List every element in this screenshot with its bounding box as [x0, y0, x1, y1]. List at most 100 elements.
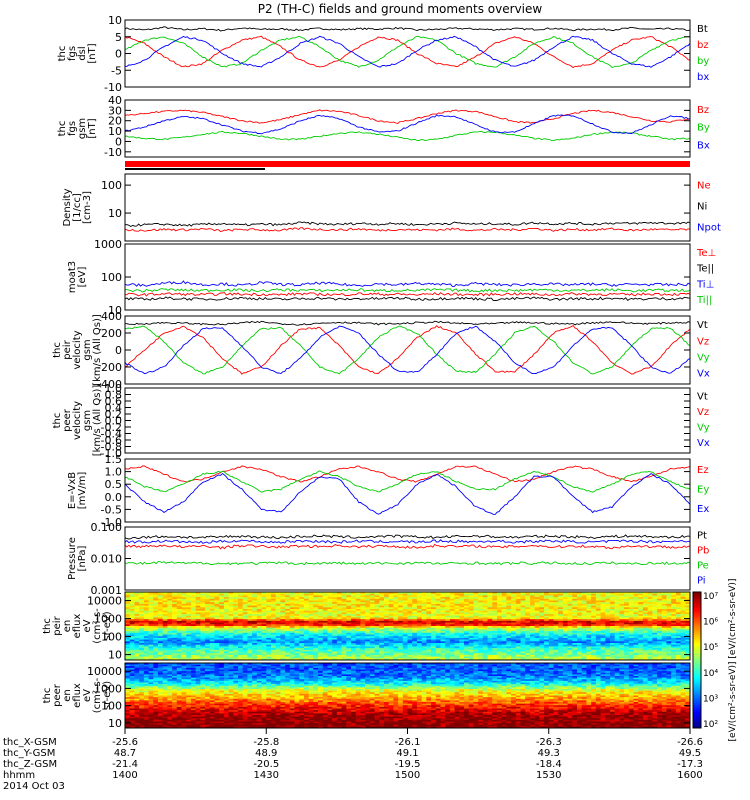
- spectrogram-cell: [205, 612, 211, 615]
- spectrogram-cell: [572, 603, 578, 606]
- spectrogram-cell: [459, 646, 465, 649]
- spectrogram-cell: [445, 592, 451, 595]
- spectrogram-cell: [562, 636, 568, 639]
- spectrogram-cell: [435, 602, 441, 605]
- spectrogram-cell: [454, 624, 460, 627]
- spectrogram-cell: [256, 612, 262, 615]
- spectrogram-cell: [501, 634, 507, 637]
- spectrogram-cell: [567, 593, 573, 596]
- spectrogram-cell: [492, 632, 498, 635]
- spectrogram-cell: [624, 653, 630, 656]
- spectrogram-cell: [591, 615, 597, 618]
- spectrogram-cell: [506, 643, 512, 646]
- spectrogram-cell: [379, 620, 385, 623]
- spectrogram-cell: [205, 631, 211, 634]
- spectrogram-cell: [313, 646, 319, 649]
- spectrogram-cell: [454, 615, 460, 618]
- spectrogram-cell: [449, 624, 455, 627]
- spectrogram-cell: [172, 626, 178, 629]
- spectrogram-cell: [205, 634, 211, 637]
- spectrogram-cell: [468, 610, 474, 613]
- spectrogram-cell: [567, 639, 573, 642]
- spectrogram-cell: [280, 602, 286, 605]
- spectrogram-cell: [666, 644, 672, 647]
- spectrogram-cell: [647, 614, 653, 617]
- spectrogram-cell: [129, 598, 135, 601]
- spectrogram-cell: [685, 602, 691, 605]
- spectrogram-cell: [129, 605, 135, 608]
- spectrogram-cell: [374, 636, 380, 639]
- spectrogram-cell: [369, 595, 375, 598]
- spectrogram-cell: [652, 653, 658, 656]
- spectrogram-cell: [675, 593, 681, 596]
- spectrogram-cell: [605, 597, 611, 600]
- spectrogram-cell: [539, 649, 545, 652]
- spectrogram-cell: [129, 637, 135, 640]
- spectrogram-cell: [176, 607, 182, 610]
- spectrogram-cell: [567, 605, 573, 608]
- spectrogram-cell: [675, 605, 681, 608]
- spectrogram-cell: [614, 644, 620, 647]
- spectrogram-cell: [195, 609, 201, 612]
- legend-Pi: Pi: [697, 576, 706, 587]
- spectrogram-cell: [525, 602, 531, 605]
- spectrogram-cell: [487, 646, 493, 649]
- spectrogram-cell: [595, 648, 601, 651]
- spectrogram-cell: [501, 614, 507, 617]
- spectrogram-cell: [520, 624, 526, 627]
- spectrogram-cell: [270, 614, 277, 617]
- spectrogram-cell: [139, 637, 145, 640]
- spectrogram-cell: [591, 598, 597, 601]
- spectrogram-cell: [421, 622, 427, 625]
- spectrogram-cell: [431, 639, 437, 642]
- spectrogram-cell: [449, 636, 455, 639]
- spectrogram-cell: [657, 592, 663, 595]
- spectrogram-cell: [270, 646, 277, 649]
- spectrogram-cell: [624, 610, 630, 613]
- spectrogram-cell: [270, 637, 277, 640]
- spectrogram-cell: [459, 597, 465, 600]
- spectrogram-cell: [515, 648, 521, 651]
- spectrogram-cell: [280, 636, 286, 639]
- spectrogram-cell: [487, 595, 493, 598]
- spectrogram-cell: [633, 614, 639, 617]
- spectrogram-cell: [572, 632, 578, 635]
- spectrogram-cell: [327, 648, 333, 651]
- spectrogram-cell: [186, 617, 192, 620]
- spectrogram-cell: [591, 651, 597, 654]
- spectrogram-cell: [642, 600, 649, 603]
- spectrogram-cell: [468, 643, 474, 646]
- spectrogram-cell: [383, 619, 390, 622]
- spectrogram-cell: [572, 607, 578, 610]
- spectrogram-cell: [393, 627, 399, 630]
- y-axis-label: thc: [52, 413, 63, 429]
- spectrogram-cell: [647, 636, 653, 639]
- spectrogram-cell: [671, 592, 677, 595]
- spectrogram-cell: [468, 646, 474, 649]
- spectrogram-cell: [355, 639, 361, 642]
- spectrogram-cell: [336, 620, 342, 623]
- spectrogram-cell: [299, 641, 305, 644]
- spectrogram-cell: [657, 597, 663, 600]
- spectrogram-cell: [614, 615, 620, 618]
- spectrogram-cell: [544, 639, 550, 642]
- spectrogram-cell: [139, 607, 145, 610]
- spectrogram-cell: [544, 622, 550, 625]
- spectrogram-cell: [600, 622, 606, 625]
- spectrogram-cell: [308, 595, 314, 598]
- spectrogram-cell: [322, 615, 328, 618]
- spectrogram-cell: [558, 644, 564, 647]
- spectrogram-cell: [675, 617, 681, 620]
- spectrogram-cell: [539, 653, 545, 656]
- spectrogram-cell: [506, 603, 512, 606]
- spectrogram-cell: [247, 603, 253, 606]
- spectrogram-cell: [143, 595, 149, 598]
- spectrogram-cell: [252, 622, 258, 625]
- spectrogram-cell: [487, 615, 493, 618]
- spectrogram-cell: [369, 648, 375, 651]
- spectrogram-cell: [134, 637, 140, 640]
- spectrogram-cell: [209, 627, 215, 630]
- spectrogram-cell: [449, 634, 455, 637]
- spectrogram-cell: [449, 629, 455, 632]
- spectrogram-cell: [379, 643, 385, 646]
